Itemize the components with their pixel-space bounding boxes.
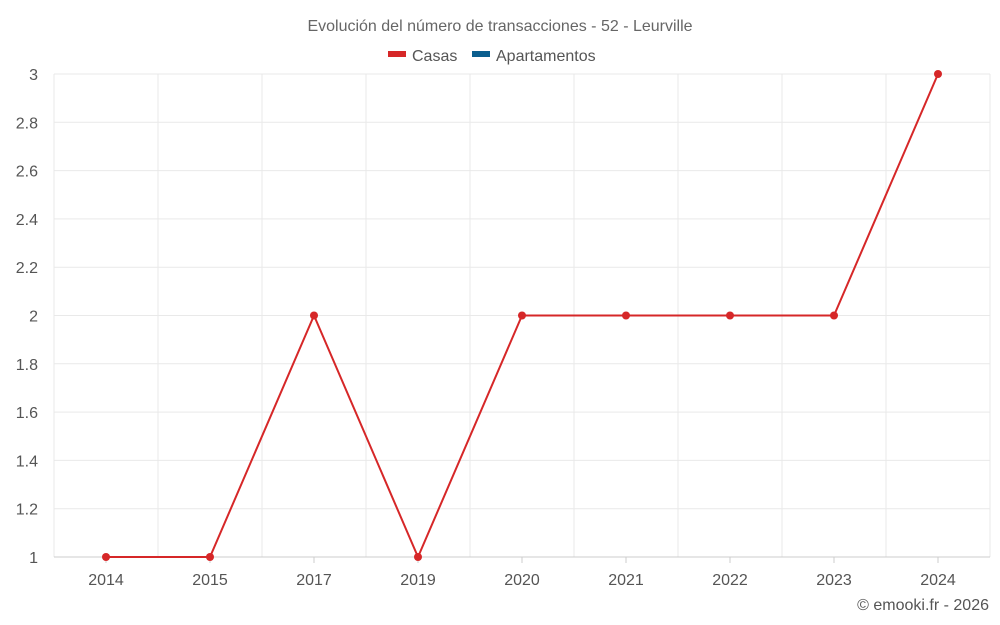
x-tick-label: 2014 (88, 572, 124, 589)
y-tick-label: 3 (29, 67, 38, 84)
x-tick-label: 2020 (504, 572, 540, 589)
legend-label-apartamentos: Apartamentos (496, 48, 596, 65)
y-tick-label: 1.8 (16, 357, 38, 374)
y-tick-label: 1.6 (16, 405, 38, 422)
y-tick-label: 1.2 (16, 502, 38, 519)
legend-label-casas: Casas (412, 48, 457, 65)
x-tick-label: 2023 (816, 572, 852, 589)
series-casas (102, 70, 942, 561)
data-point[interactable] (622, 311, 630, 320)
x-tick-label: 2017 (296, 572, 332, 589)
legend-item-casas[interactable]: Casas (388, 48, 457, 65)
legend-item-apartamentos[interactable]: Apartamentos (472, 48, 596, 65)
data-point[interactable] (726, 311, 734, 320)
y-tick-label: 2.4 (16, 212, 38, 229)
y-tick-label: 2.8 (16, 115, 38, 132)
legend-swatch-apartamentos (472, 51, 490, 57)
y-tick-label: 2 (29, 309, 38, 326)
x-tick-label: 2015 (192, 572, 228, 589)
data-point[interactable] (414, 553, 422, 561)
data-point[interactable] (102, 553, 110, 561)
y-tick-label: 1.4 (16, 453, 38, 470)
x-tick-label: 2024 (920, 572, 956, 589)
data-point[interactable] (206, 553, 214, 561)
chart-title: Evolución del número de transacciones - … (307, 18, 692, 35)
axes: 1 1.2 1.4 1.6 1.8 2 2.2 2.4 2.6 2.8 3 2014 2015 2017 2… (16, 67, 990, 589)
x-tick-label: 2022 (712, 572, 748, 589)
data-point[interactable] (518, 311, 526, 320)
x-tick-label: 2021 (608, 572, 644, 589)
data-point[interactable] (934, 70, 942, 78)
credit-text: © emooki.fr - 2026 (857, 597, 989, 614)
x-tick-label: 2019 (400, 572, 436, 589)
legend: Casas Apartamentos (388, 48, 596, 65)
data-point[interactable] (310, 311, 318, 320)
data-point[interactable] (830, 311, 838, 320)
legend-swatch-casas (388, 51, 406, 57)
y-tick-label: 2.6 (16, 164, 38, 181)
y-tick-label: 1 (29, 550, 38, 567)
y-tick-label: 2.2 (16, 260, 38, 277)
